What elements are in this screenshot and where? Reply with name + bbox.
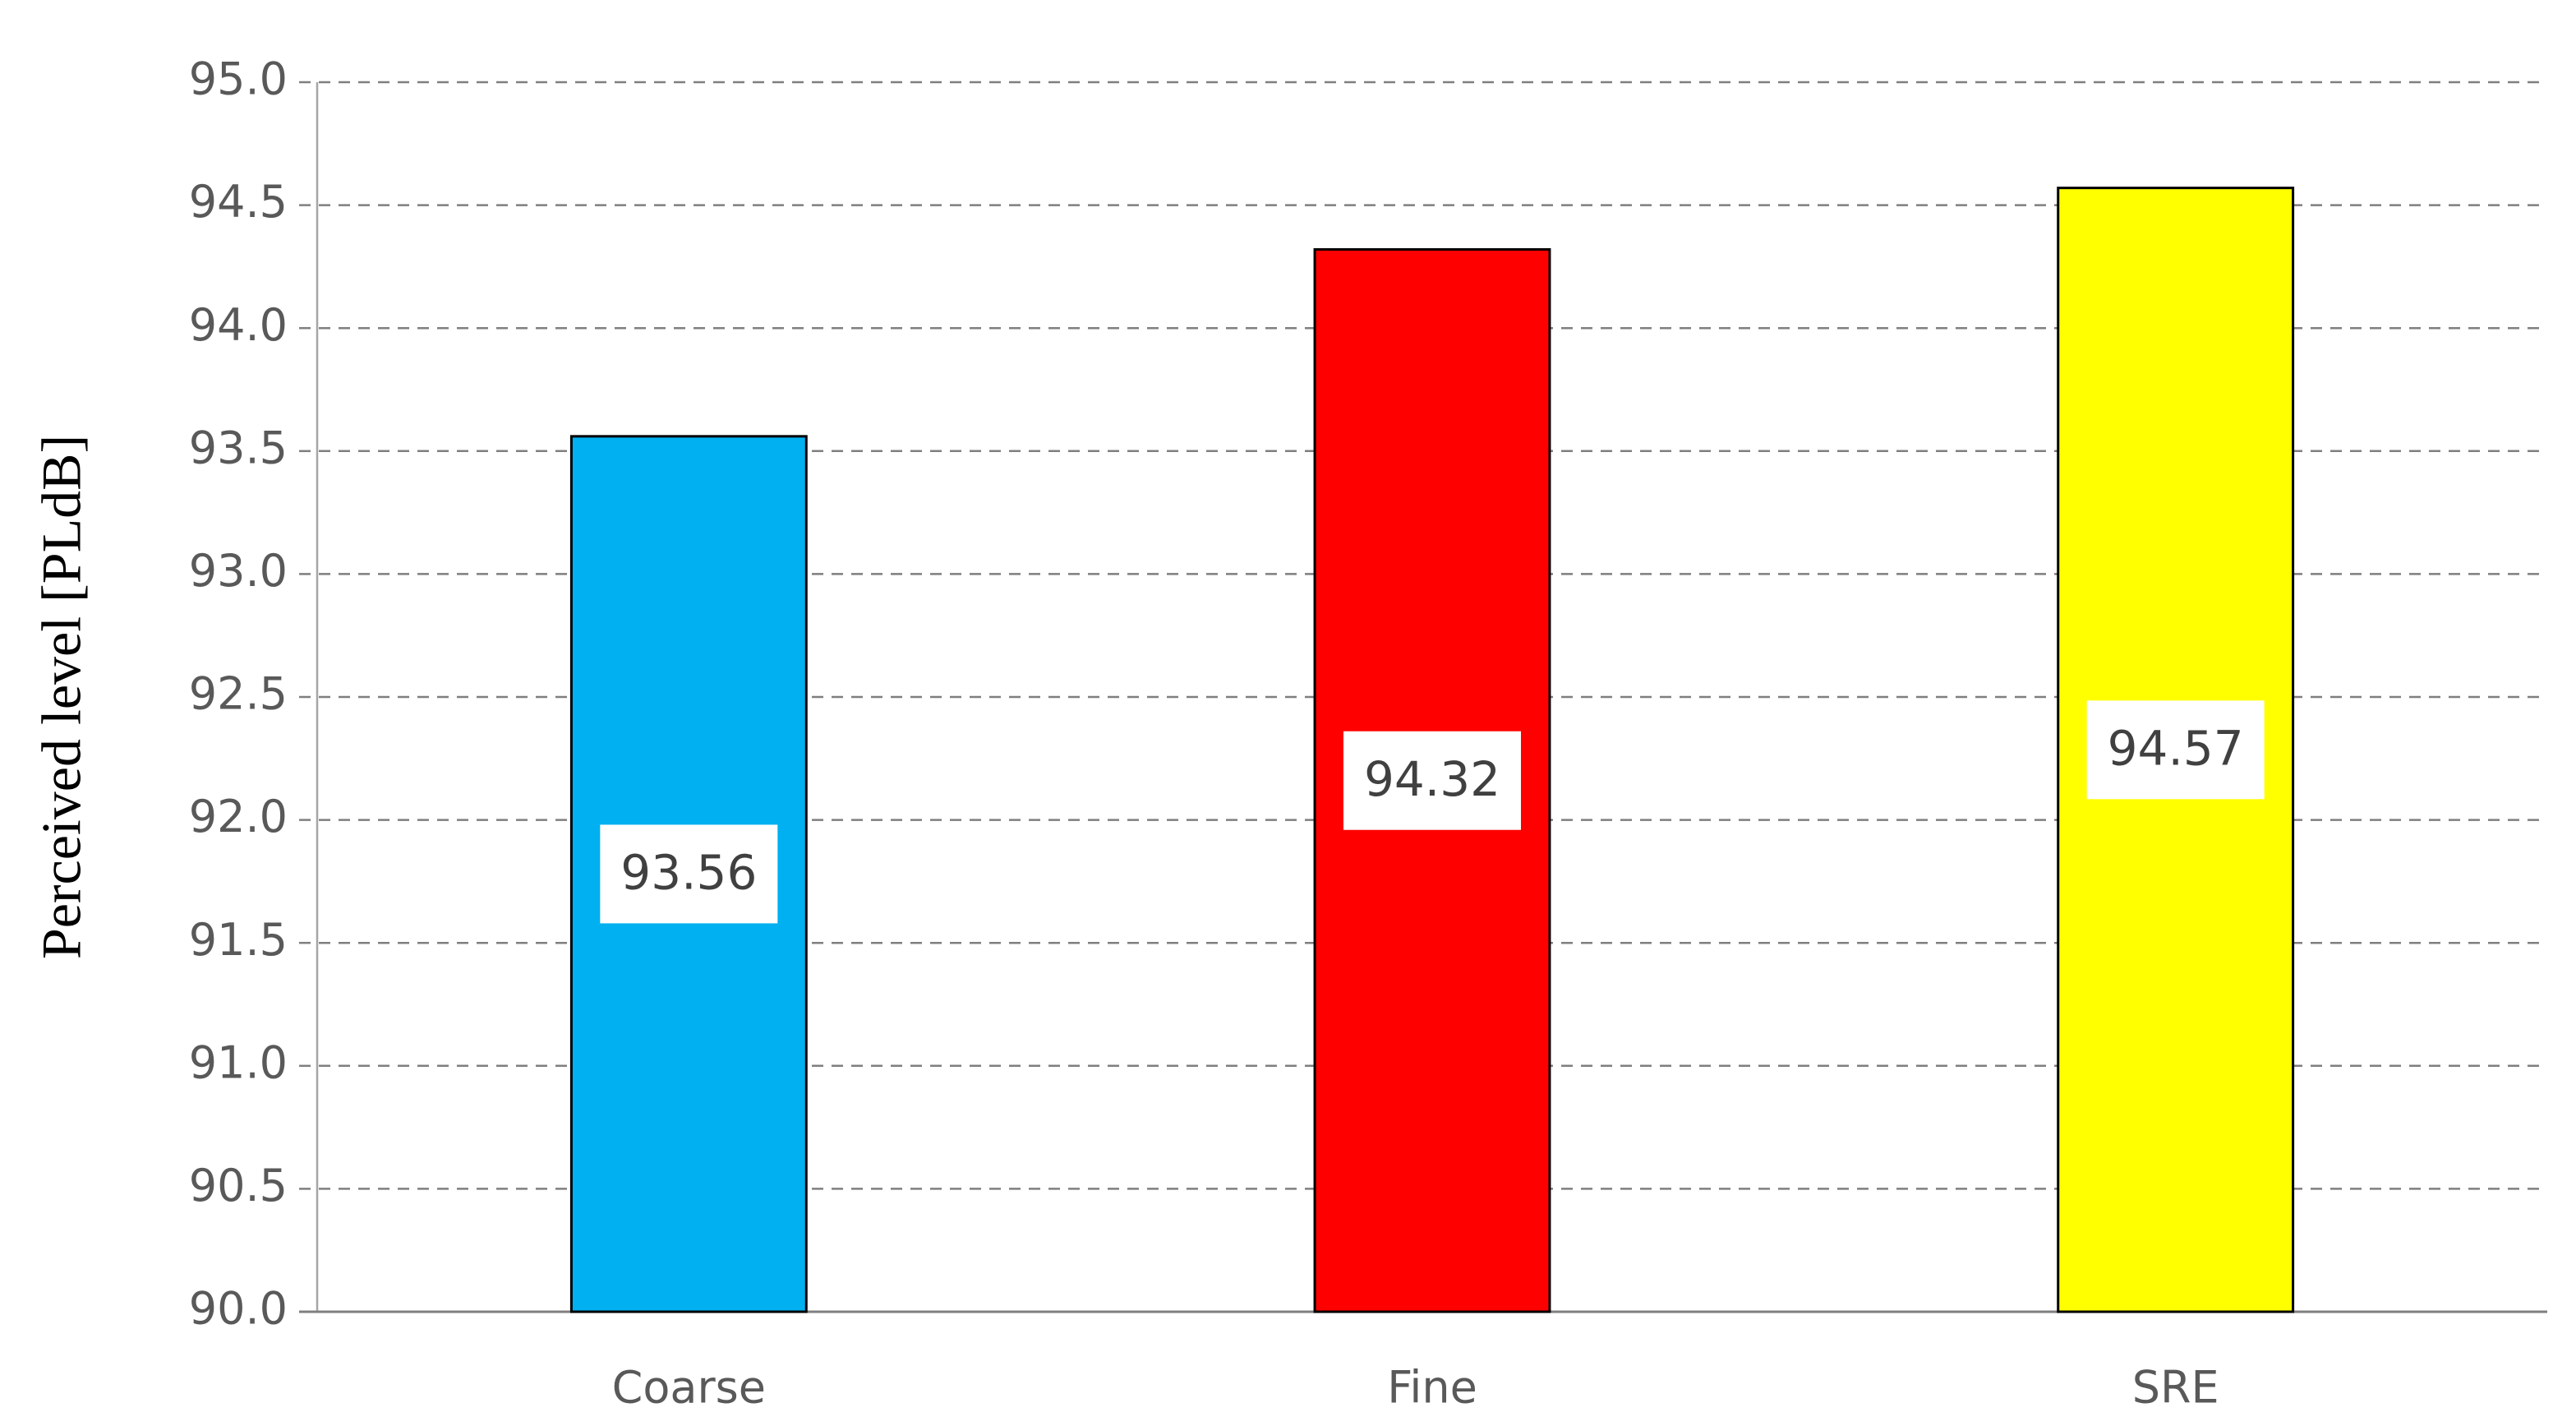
y-tick-label: 93.0 xyxy=(189,545,288,597)
y-tick-label: 93.5 xyxy=(189,422,288,473)
y-tick-label: 90.0 xyxy=(189,1283,288,1335)
y-tick-label: 94.0 xyxy=(189,299,288,351)
y-tick-label: 95.0 xyxy=(189,53,288,105)
y-tick-label: 90.5 xyxy=(189,1160,288,1211)
y-tick-label: 92.0 xyxy=(189,791,288,842)
data-label-box xyxy=(600,824,778,924)
y-tick-label: 91.5 xyxy=(189,914,288,966)
y-tick-label: 91.0 xyxy=(189,1036,288,1088)
data-label-box xyxy=(2086,700,2265,800)
y-tick-label: 92.5 xyxy=(189,668,288,720)
data-label: 94.32 xyxy=(1364,751,1500,807)
data-label: 94.57 xyxy=(2108,720,2244,776)
x-tick-label: Coarse xyxy=(612,1362,766,1414)
data-label-box xyxy=(1343,731,1521,830)
y-axis-title: Perceived level [PLdB] xyxy=(30,435,93,959)
x-tick-label: SRE xyxy=(2132,1362,2219,1414)
x-tick-label: Fine xyxy=(1387,1362,1477,1414)
data-label: 93.56 xyxy=(620,845,757,901)
y-tick-label: 94.5 xyxy=(189,176,288,228)
